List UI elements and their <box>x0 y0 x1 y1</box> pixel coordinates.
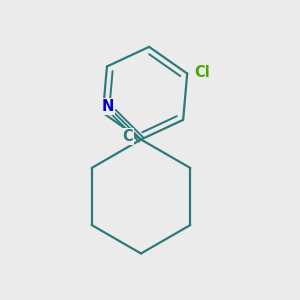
Text: N: N <box>102 99 114 114</box>
Text: C: C <box>122 129 133 144</box>
Text: Cl: Cl <box>195 64 210 80</box>
